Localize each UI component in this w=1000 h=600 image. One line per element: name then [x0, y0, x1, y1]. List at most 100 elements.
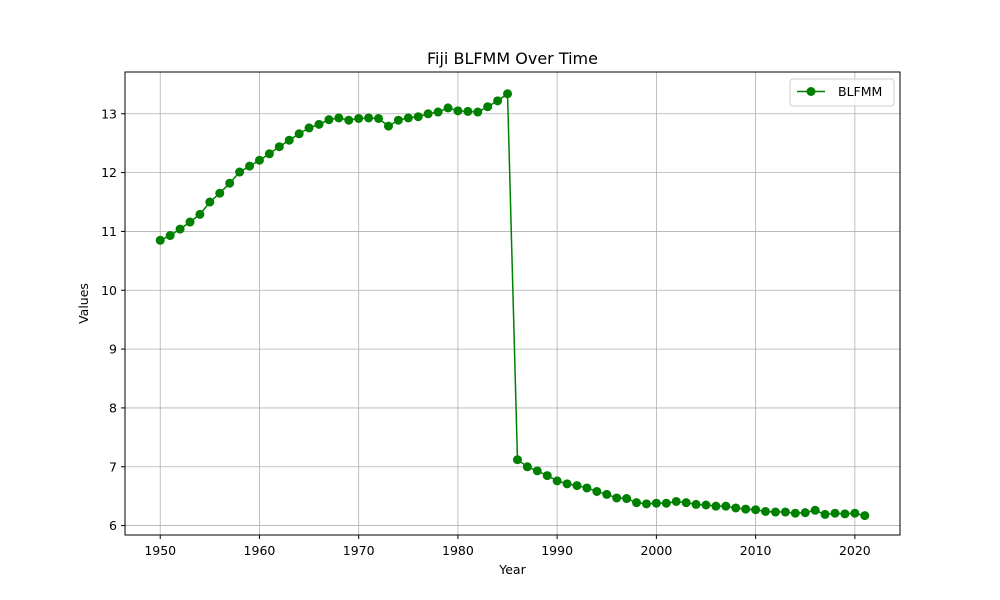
- data-point: [423, 109, 433, 119]
- data-point: [413, 112, 423, 122]
- data-point: [761, 506, 771, 516]
- data-point: [721, 501, 731, 511]
- legend: BLFMM: [789, 78, 895, 107]
- data-point: [155, 235, 165, 245]
- data-point: [701, 500, 711, 510]
- legend-box: [789, 78, 895, 107]
- data-point: [294, 129, 304, 139]
- data-point: [790, 508, 800, 518]
- legend-label-blfmm: BLFMM: [838, 84, 882, 99]
- data-point: [602, 489, 612, 499]
- x-tick-label: 1950: [144, 543, 176, 558]
- data-point: [503, 89, 513, 99]
- data-point: [850, 508, 860, 518]
- data-point: [403, 113, 413, 123]
- data-point: [800, 508, 810, 518]
- data-point: [542, 471, 552, 481]
- data-point: [671, 496, 681, 506]
- data-point: [632, 498, 642, 508]
- data-point: [780, 507, 790, 517]
- data-point: [741, 504, 751, 514]
- series-layer: [155, 89, 870, 521]
- data-point: [552, 476, 562, 486]
- data-point: [334, 113, 344, 123]
- data-point: [364, 113, 374, 123]
- data-point: [245, 161, 255, 171]
- data-point: [681, 498, 691, 508]
- x-tick-label: 1960: [244, 543, 276, 558]
- data-point: [433, 107, 443, 117]
- x-tick-label: 2020: [839, 543, 871, 558]
- data-point: [612, 493, 622, 503]
- data-point: [225, 178, 235, 188]
- data-point: [383, 121, 393, 131]
- data-point: [205, 197, 215, 207]
- y-tick-label: 8: [109, 400, 117, 415]
- data-point: [522, 462, 532, 472]
- data-point: [235, 167, 245, 177]
- grid-lines: [125, 72, 900, 535]
- plot-frame: [124, 71, 901, 536]
- data-point: [641, 499, 651, 509]
- data-point: [651, 498, 661, 508]
- data-point: [493, 96, 503, 106]
- y-tick-label: 10: [101, 283, 117, 298]
- y-tick-label: 13: [101, 106, 117, 121]
- y-tick-label: 7: [109, 459, 117, 474]
- data-point: [264, 149, 274, 159]
- legend-marker-swatch: [806, 87, 816, 96]
- data-point: [165, 231, 175, 241]
- y-axis-label: Values: [76, 283, 91, 324]
- data-point: [195, 209, 205, 219]
- data-point: [562, 479, 572, 489]
- data-point: [483, 102, 493, 112]
- data-point: [731, 503, 741, 513]
- data-point: [254, 155, 264, 165]
- data-point: [512, 455, 522, 465]
- data-point: [770, 507, 780, 517]
- data-point: [810, 505, 820, 515]
- data-point: [344, 115, 354, 125]
- data-point: [711, 501, 721, 511]
- data-point: [582, 483, 592, 493]
- y-tick-label: 9: [109, 342, 117, 357]
- data-point: [274, 142, 284, 152]
- data-point: [691, 499, 701, 509]
- data-point: [830, 508, 840, 518]
- y-tick-label: 6: [109, 518, 117, 533]
- data-point: [393, 115, 403, 125]
- data-point: [840, 509, 850, 519]
- x-tick-label: 1980: [442, 543, 474, 558]
- chart-title: Fiji BLFMM Over Time: [427, 49, 598, 68]
- x-tick-label: 2010: [740, 543, 772, 558]
- x-axis-ticks: 1950 1960 1970 1980 1990 2000 2010 2020: [144, 535, 871, 558]
- data-point: [354, 113, 364, 123]
- data-point: [463, 106, 473, 116]
- data-point: [453, 106, 463, 116]
- data-point: [324, 115, 334, 125]
- data-point: [374, 113, 384, 123]
- y-tick-label: 12: [101, 165, 117, 180]
- y-tick-label: 11: [101, 224, 117, 239]
- data-point: [661, 498, 671, 508]
- data-point: [443, 103, 453, 113]
- x-tick-label: 2000: [640, 543, 672, 558]
- data-point: [185, 217, 195, 227]
- x-axis-label: Year: [498, 562, 526, 577]
- data-point: [592, 486, 602, 496]
- data-point: [860, 511, 870, 521]
- data-point: [473, 107, 483, 117]
- data-point: [314, 119, 324, 129]
- data-point: [751, 505, 761, 515]
- data-point: [532, 466, 542, 476]
- data-point: [304, 123, 314, 133]
- data-point: [215, 188, 225, 198]
- y-axis-ticks: 6 7 8 9 10 11 12 13: [101, 106, 125, 533]
- data-point: [820, 509, 830, 519]
- data-point: [175, 224, 185, 234]
- x-tick-label: 1990: [541, 543, 573, 558]
- data-point: [572, 481, 582, 491]
- x-tick-label: 1970: [343, 543, 375, 558]
- data-point: [284, 135, 294, 145]
